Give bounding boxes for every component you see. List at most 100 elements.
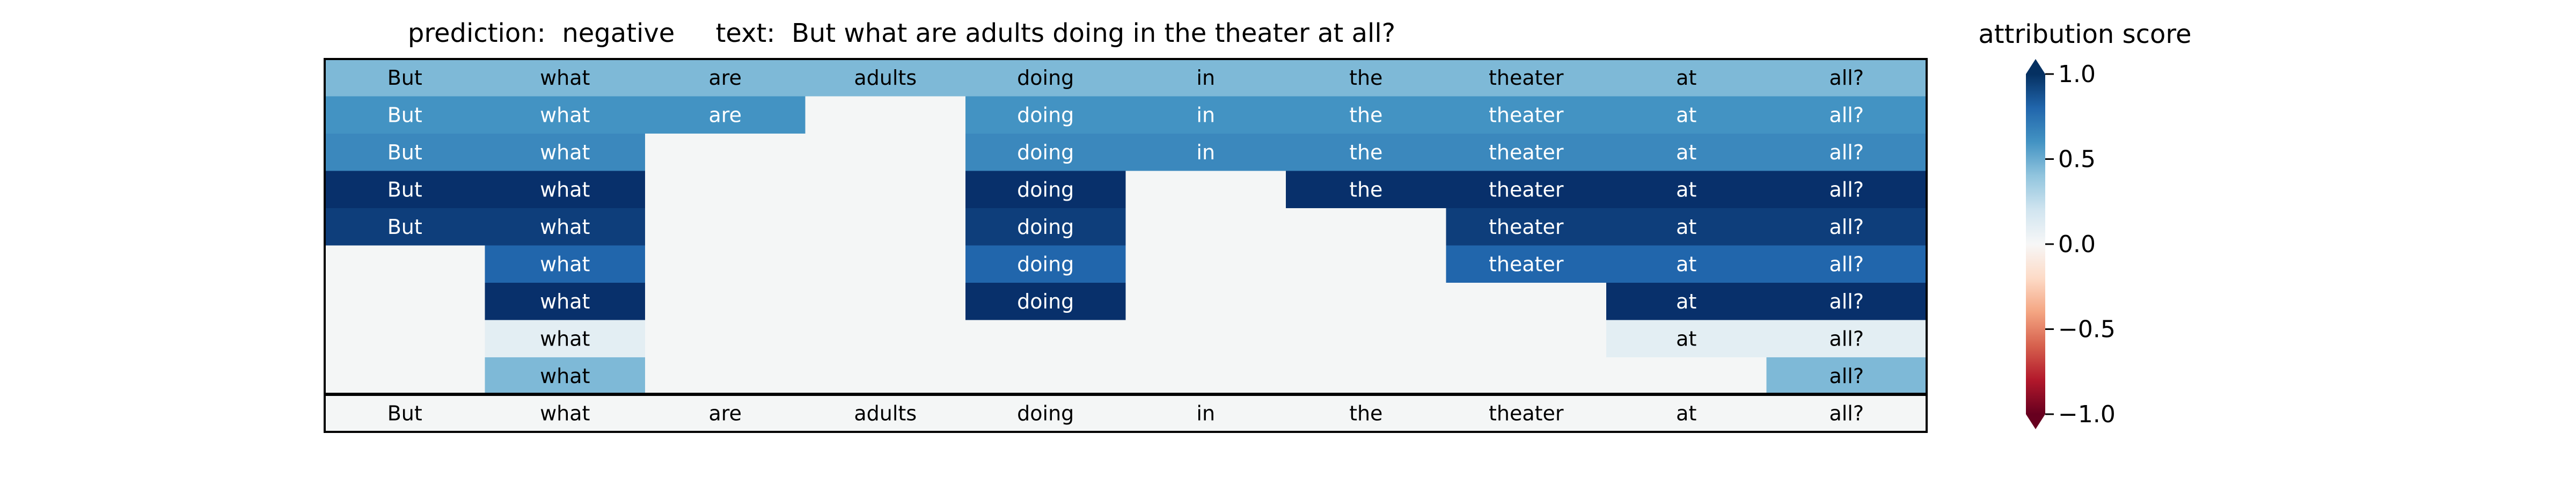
colorbar-extend-max bbox=[2026, 59, 2045, 74]
heatmap-cell bbox=[1286, 171, 1447, 209]
heatmap-cell bbox=[1446, 171, 1607, 209]
heatmap-cell-label: But bbox=[387, 103, 422, 127]
heatmap-cell bbox=[645, 283, 806, 321]
heatmap-cell bbox=[485, 59, 646, 97]
heatmap-cell bbox=[965, 245, 1126, 283]
heatmap-cell bbox=[1606, 357, 1767, 395]
colorbar-tick-label: −0.5 bbox=[2058, 316, 2116, 343]
heatmap-cell bbox=[1446, 245, 1607, 283]
heatmap-cell bbox=[965, 171, 1126, 209]
heatmap-cell-label: at bbox=[1676, 66, 1696, 90]
heatmap-cell bbox=[1125, 283, 1286, 321]
heatmap-cell bbox=[1766, 134, 1927, 172]
heatmap-cell bbox=[1446, 208, 1607, 246]
heatmap-cell bbox=[965, 96, 1126, 134]
heatmap-cell-label: doing bbox=[1017, 252, 1074, 276]
token-row: But what are adults doing in the theater at all? bbox=[325, 394, 1927, 432]
heatmap-cell bbox=[805, 96, 966, 134]
colorbar-extend-min bbox=[2026, 414, 2045, 429]
heatmap-cell bbox=[325, 320, 486, 358]
heatmap-cell-label: doing bbox=[1017, 103, 1074, 127]
heatmap-cell-label: in bbox=[1196, 66, 1215, 90]
heatmap-cell-label: all? bbox=[1829, 66, 1864, 90]
heatmap-cell bbox=[805, 59, 966, 97]
token-cell bbox=[805, 394, 966, 432]
heatmap-cell bbox=[325, 59, 486, 97]
heatmap-cell-label: all? bbox=[1829, 290, 1864, 313]
heatmap-cell-label: what bbox=[540, 178, 590, 201]
token-cell bbox=[485, 394, 646, 432]
heatmap-cell bbox=[1606, 59, 1767, 97]
heatmap-cell bbox=[1125, 320, 1286, 358]
heatmap-cell-label: at bbox=[1676, 327, 1696, 350]
heatmap-cell-label: theater bbox=[1489, 252, 1564, 276]
heatmap-cell bbox=[645, 171, 806, 209]
heatmap-cell bbox=[645, 320, 806, 358]
heatmap-cell-label: doing bbox=[1017, 178, 1074, 201]
heatmap-cell bbox=[965, 208, 1126, 246]
heatmap-cell-label: at bbox=[1676, 252, 1696, 276]
heatmap-cell bbox=[965, 134, 1126, 172]
heatmap-cell-label: the bbox=[1349, 178, 1382, 201]
heatmap-cell-label: all? bbox=[1829, 215, 1864, 239]
heatmap-cell bbox=[1766, 357, 1927, 395]
heatmap-cell bbox=[805, 245, 966, 283]
token-cell bbox=[965, 394, 1126, 432]
heatmap-cell-label: what bbox=[540, 290, 590, 313]
heatmap-cell-label: at bbox=[1676, 103, 1696, 127]
heatmap-cell bbox=[1766, 245, 1927, 283]
heatmap-cell bbox=[965, 283, 1126, 321]
heatmap-cell-label: at bbox=[1676, 178, 1696, 201]
heatmap-cell bbox=[645, 357, 806, 395]
heatmap-cell-label: the bbox=[1349, 66, 1382, 90]
heatmap-cell bbox=[1286, 59, 1447, 97]
heatmap-cell bbox=[805, 208, 966, 246]
heatmap-cell-label: theater bbox=[1489, 215, 1564, 239]
heatmap-cell-label: what bbox=[540, 215, 590, 239]
heatmap-cell-label: theater bbox=[1489, 141, 1564, 164]
token-label: doing bbox=[1017, 401, 1074, 425]
heatmap-cell bbox=[1446, 320, 1607, 358]
heatmap-cells: But what are adults doing in the theater at all? B… bbox=[325, 59, 1927, 395]
heatmap-cell bbox=[1446, 134, 1607, 172]
heatmap-cell bbox=[1125, 208, 1286, 246]
heatmap-cell bbox=[485, 208, 646, 246]
heatmap-cell-label: But bbox=[387, 141, 422, 164]
token-label: are bbox=[709, 401, 742, 425]
heatmap-cell-label: at bbox=[1676, 215, 1696, 239]
token-label: adults bbox=[854, 401, 917, 425]
heatmap-cell-label: doing bbox=[1017, 141, 1074, 164]
heatmap-cell-label: doing bbox=[1017, 215, 1074, 239]
heatmap-cell-label: are bbox=[709, 66, 742, 90]
token-cell bbox=[1446, 394, 1607, 432]
heatmap-cell bbox=[1286, 283, 1447, 321]
token-label: the bbox=[1349, 401, 1382, 425]
heatmap-cell bbox=[1286, 134, 1447, 172]
heatmap-cell-label: in bbox=[1196, 103, 1215, 127]
token-cell bbox=[645, 394, 806, 432]
heatmap-cell bbox=[485, 283, 646, 321]
heatmap-cell-label: all? bbox=[1829, 178, 1864, 201]
heatmap-cell-label: what bbox=[540, 252, 590, 276]
heatmap-frame bbox=[324, 58, 1928, 433]
heatmap-cell bbox=[1606, 134, 1767, 172]
heatmap-cell-label: But bbox=[387, 178, 422, 201]
heatmap-cell bbox=[325, 283, 486, 321]
heatmap-cell-label: the bbox=[1349, 103, 1382, 127]
token-label: theater bbox=[1489, 401, 1564, 425]
heatmap-cell bbox=[1606, 208, 1767, 246]
heatmap-cell bbox=[1606, 320, 1767, 358]
heatmap-cell bbox=[965, 320, 1126, 358]
token-cell bbox=[1286, 394, 1447, 432]
heatmap-cell-label: all? bbox=[1829, 141, 1864, 164]
heatmap-cell-label: doing bbox=[1017, 66, 1074, 90]
colorbar-ticks: 1.0 0.5 0.0 −0.5 −1.0 bbox=[2045, 61, 2116, 428]
heatmap-cell bbox=[1125, 134, 1286, 172]
heatmap-cell bbox=[645, 59, 806, 97]
heatmap-cell bbox=[1125, 245, 1286, 283]
heatmap-cell-label: what bbox=[540, 327, 590, 350]
heatmap-cell bbox=[805, 357, 966, 395]
heatmap-cell bbox=[485, 245, 646, 283]
heatmap-cell bbox=[325, 134, 486, 172]
heatmap-cell bbox=[805, 283, 966, 321]
